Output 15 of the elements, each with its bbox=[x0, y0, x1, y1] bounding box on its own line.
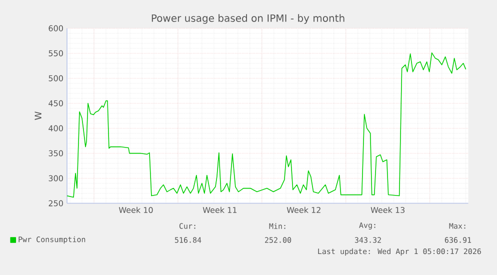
line-series bbox=[67, 52, 466, 198]
y-tick-label: 250 bbox=[48, 200, 63, 206]
x-tick-label: Week 13 bbox=[370, 206, 405, 214]
x-tick-label: Week 11 bbox=[202, 206, 236, 214]
y-axis-title: W bbox=[34, 112, 42, 120]
y-tick-label: 350 bbox=[48, 150, 63, 156]
y-tick-label: 600 bbox=[48, 25, 63, 32]
y-tick-label: 500 bbox=[48, 75, 63, 82]
x-tick-label: Week 12 bbox=[286, 206, 320, 214]
y-tick-label: 550 bbox=[48, 50, 63, 56]
y-tick-label: 450 bbox=[48, 100, 63, 106]
x-tick-label: Week 10 bbox=[118, 206, 153, 214]
y-tick-label: 400 bbox=[48, 125, 63, 132]
chart-title: Power usage based on IPMI - by month bbox=[152, 14, 344, 24]
y-tick-label: 300 bbox=[48, 175, 63, 182]
